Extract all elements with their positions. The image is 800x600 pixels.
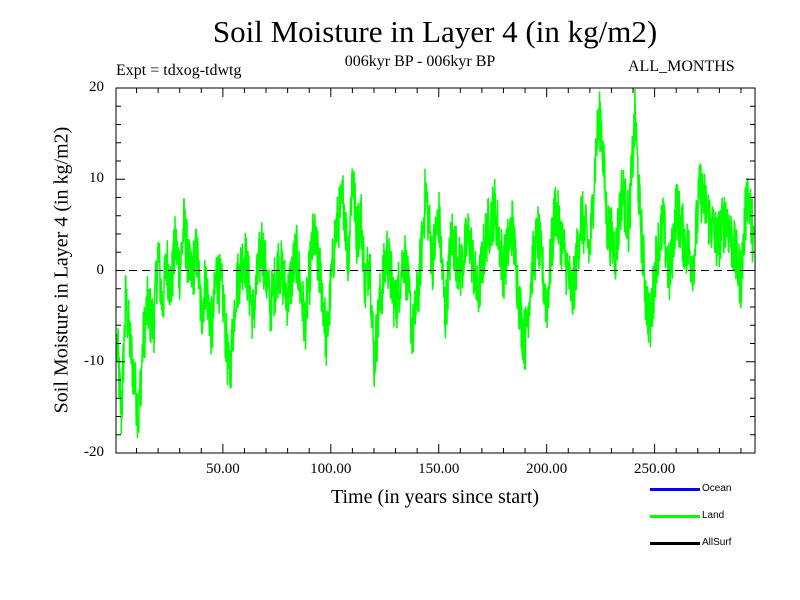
chart-subtitle: 006kyr BP - 006kyr BP (344, 53, 496, 70)
chart-title: Soil Moisture in Layer 4 (in kg/m2) (212, 14, 658, 49)
x-tick-label: 50.00 (205, 461, 240, 477)
x-tick-label: 250.00 (633, 461, 676, 477)
legend-label-allsurf: AllSurf (702, 537, 732, 548)
y-tick-label: -10 (84, 352, 104, 369)
x-tick-label: 150.00 (418, 461, 460, 477)
y-tick-label: 20 (89, 79, 104, 95)
y-tick-label: 10 (89, 170, 104, 187)
legend-label-ocean: Ocean (702, 483, 732, 494)
x-tick-label: 200.00 (526, 461, 568, 477)
series-line-land (116, 89, 755, 439)
x-axis-label: Time (in years since start) (330, 486, 540, 508)
x-tick-label: 100.00 (310, 461, 352, 477)
y-tick-label: -20 (84, 444, 104, 460)
experiment-label: Expt = tdxog-tdwtg (116, 62, 242, 79)
legend-swatch-ocean (650, 488, 700, 491)
period-label: ALL_MONTHS (628, 58, 735, 75)
y-tick-label: 0 (96, 261, 105, 278)
legend-label-land: Land (702, 510, 725, 521)
legend-swatch-allsurf (650, 542, 700, 545)
legend-swatch-land (650, 515, 700, 518)
